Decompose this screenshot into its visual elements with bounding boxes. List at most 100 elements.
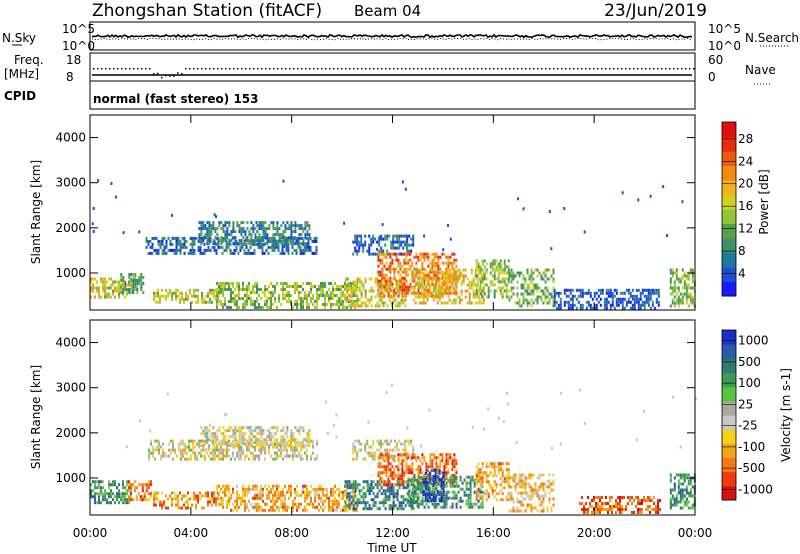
- heatmap-cell: [308, 303, 310, 306]
- cpid-panel: [89, 80, 696, 110]
- heatmap-cell: [390, 504, 393, 508]
- heatmap-cell: [669, 292, 672, 296]
- heatmap-cell: [609, 294, 612, 298]
- heatmap-cell: [280, 441, 283, 445]
- heatmap-cell: [200, 448, 202, 452]
- heatmap-cell: [411, 502, 414, 506]
- heatmap-cell: [544, 292, 547, 296]
- heatmap-cell: [409, 478, 412, 482]
- heatmap-cell: [110, 489, 112, 493]
- heatmap-cell: [224, 441, 227, 445]
- heatmap-cell: [256, 282, 258, 285]
- heatmap-cell: [479, 265, 482, 269]
- heatmap-cell: [209, 288, 211, 292]
- heatmap-cell: [546, 268, 549, 272]
- heatmap-cell: [122, 495, 124, 499]
- heatmap-cell: [651, 300, 654, 304]
- heatmap-cell: [269, 236, 272, 240]
- heatmap-cell: [262, 227, 265, 231]
- heatmap-cell: [316, 306, 318, 309]
- heatmap-cell: [294, 224, 297, 228]
- heatmap-cell: [451, 459, 454, 463]
- heatmap-cell: [458, 295, 461, 299]
- heatmap-cell: [232, 487, 234, 491]
- heatmap-cell: [272, 285, 274, 288]
- heatmap-cell: [387, 291, 390, 295]
- heatmap-cell: [418, 301, 421, 305]
- heatmap-cell: [268, 429, 271, 433]
- nave-dot: [685, 68, 687, 70]
- heatmap-cell: [423, 258, 426, 262]
- heatmap-cell: [316, 297, 318, 300]
- heatmap-cell: [433, 456, 436, 460]
- heatmap-cell: [493, 277, 496, 281]
- heatmap-cell: [157, 291, 159, 295]
- heatmap-cell: [314, 457, 316, 461]
- heatmap-cell: [116, 280, 118, 284]
- colorbar-swatch: [722, 267, 736, 282]
- heatmap-cell: [262, 429, 265, 433]
- heatmap-cell: [379, 474, 382, 478]
- heatmap-cell: [356, 486, 359, 490]
- heatmap-cell: [526, 298, 529, 302]
- heatmap-cell: [477, 489, 480, 493]
- heatmap-cell: [124, 495, 126, 499]
- heatmap-cell: [108, 486, 110, 490]
- heatmap-cell: [526, 283, 529, 287]
- heatmap-cell: [381, 258, 384, 262]
- heatmap-cell: [200, 233, 203, 237]
- heatmap-cell: [404, 304, 407, 308]
- heatmap-cell: [433, 273, 436, 277]
- heatmap-cell: [452, 277, 455, 281]
- heatmap-cell: [507, 289, 510, 293]
- heatmap-cell: [292, 236, 295, 240]
- heatmap-cell: [426, 292, 429, 296]
- heatmap-cell: [437, 496, 440, 500]
- heatmap-cell: [477, 471, 480, 475]
- heatmap-cell: [264, 233, 267, 237]
- heatmap-cell: [324, 297, 326, 300]
- heatmap-cell: [280, 236, 283, 240]
- heatmap-cell: [629, 300, 632, 304]
- heatmap-cell: [532, 289, 535, 293]
- heatmap-cell: [270, 438, 273, 442]
- heatmap-cell: [398, 504, 401, 508]
- heatmap-cell: [431, 459, 434, 463]
- heatmap-cell: [407, 291, 410, 295]
- heatmap-cell: [385, 282, 388, 286]
- heatmap-cell: [370, 240, 373, 244]
- heatmap-cell: [377, 258, 380, 262]
- heatmap-cell: [193, 497, 195, 501]
- heatmap-cell: [250, 221, 253, 225]
- heatmap-cell: [200, 224, 203, 228]
- heatmap-cell: [528, 292, 531, 296]
- heatmap-cell: [310, 502, 312, 506]
- heatmap-cell: [419, 459, 422, 463]
- heatmap-cell: [290, 487, 292, 491]
- heatmap-cell: [200, 451, 202, 455]
- heatmap-cell: [389, 279, 392, 283]
- heatmap-cell: [383, 252, 386, 256]
- heatmap-cell: [360, 283, 363, 287]
- heatmap-cell: [429, 456, 432, 460]
- heatmap-cell: [280, 288, 282, 291]
- heatmap-cell: [635, 300, 638, 304]
- heatmap-cell: [633, 297, 636, 301]
- heatmap-cell: [315, 248, 318, 252]
- heatmap-cell: [429, 459, 432, 463]
- heatmap-cell: [442, 301, 445, 305]
- heatmap-cell: [683, 292, 686, 296]
- heatmap-cell: [175, 251, 178, 255]
- heatmap-cell: [392, 246, 395, 250]
- heatmap-cell: [209, 236, 212, 240]
- heatmap-cell: [505, 498, 508, 502]
- heatmap-cell: [387, 279, 390, 283]
- heatmap-cell: [398, 243, 401, 247]
- heatmap-cell: [483, 274, 486, 278]
- heatmap-cell: [268, 448, 270, 452]
- heatmap-cell: [432, 286, 435, 290]
- heatmap-cell: [472, 295, 475, 299]
- heatmap-cell: [429, 261, 432, 265]
- heatmap-cell: [457, 499, 460, 503]
- heatmap-cell: [401, 477, 404, 481]
